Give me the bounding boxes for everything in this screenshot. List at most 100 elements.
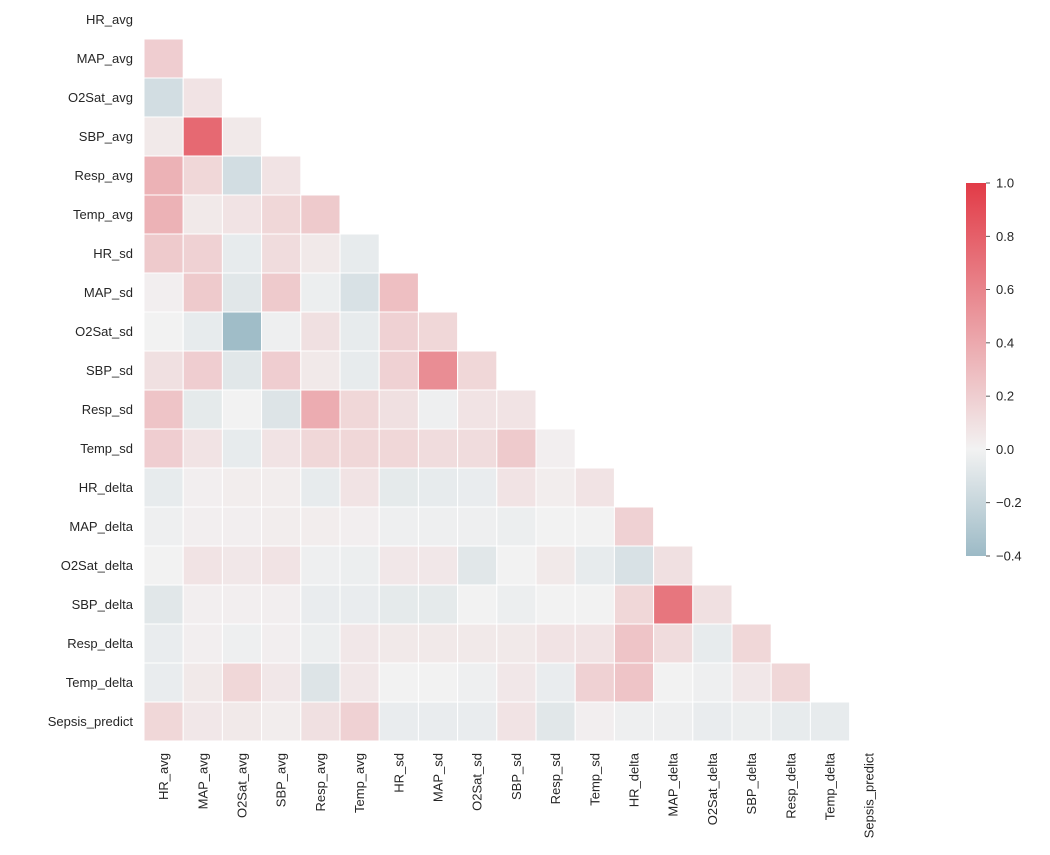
x-tick-label: MAP_sd	[431, 753, 446, 802]
heatmap-cell-Temp_delta-Temp_sd	[574, 662, 615, 703]
x-tick-label: Resp_delta	[783, 752, 798, 819]
colorbar-tick-label: −0.2	[996, 495, 1022, 510]
heatmap-cell-HR_delta-O2Sat_sd	[457, 467, 498, 508]
heatmap-cell-Resp_delta-HR_sd	[378, 623, 419, 664]
heatmap-cell-Resp_delta-SBP_delta	[731, 623, 772, 664]
heatmap-cell-Resp_avg-HR_avg	[143, 155, 184, 196]
heatmap-cell-HR_sd-SBP_avg	[261, 233, 302, 274]
heatmap-cell-HR_delta-Resp_avg	[300, 467, 341, 508]
x-tick-label: SBP_avg	[274, 753, 289, 807]
heatmap-cell-Resp_delta-SBP_avg	[261, 623, 302, 664]
heatmap-cell-Temp_sd-Resp_sd	[535, 428, 576, 469]
heatmap-cell-Temp_delta-SBP_delta	[731, 662, 772, 703]
heatmap-cell-MAP_delta-Temp_sd	[574, 506, 615, 547]
y-tick-label: Temp_sd	[80, 441, 133, 456]
heatmap-cell-Temp_delta-Resp_avg	[300, 662, 341, 703]
heatmap-cell-SBP_sd-HR_sd	[378, 350, 419, 391]
heatmap-cell-Temp_avg-MAP_avg	[182, 194, 223, 235]
heatmap-cell-Resp_delta-SBP_sd	[496, 623, 537, 664]
heatmap-cell-Temp_sd-Temp_avg	[339, 428, 380, 469]
heatmap-cell-Temp_sd-SBP_avg	[261, 428, 302, 469]
heatmap-cell-Temp_avg-SBP_avg	[261, 194, 302, 235]
heatmap-cell-MAP_delta-HR_sd	[378, 506, 419, 547]
heatmap-cell-HR_sd-MAP_avg	[182, 233, 223, 274]
heatmap-cell-O2Sat_sd-HR_sd	[378, 311, 419, 352]
heatmap-cell-SBP_sd-Temp_avg	[339, 350, 380, 391]
heatmap-cell-MAP_sd-Temp_avg	[339, 272, 380, 313]
heatmap-cell-Resp_delta-MAP_avg	[182, 623, 223, 664]
heatmap-cell-Sepsis_predict-SBP_sd	[496, 701, 537, 742]
heatmap-cell-Temp_delta-HR_avg	[143, 662, 184, 703]
colorbar-gradient	[966, 183, 986, 556]
heatmap-cell-Temp_delta-MAP_avg	[182, 662, 223, 703]
y-tick-label: Temp_avg	[73, 207, 133, 222]
heatmap-cell-Resp_avg-O2Sat_avg	[221, 155, 263, 196]
heatmap-cell-Resp_delta-O2Sat_sd	[457, 623, 498, 664]
heatmap-cell-HR_sd-Temp_avg	[339, 233, 380, 274]
x-tick-label: Resp_sd	[548, 753, 563, 804]
x-tick-label: HR_avg	[156, 753, 171, 800]
heatmap-cell-Temp_avg-O2Sat_avg	[221, 194, 263, 235]
heatmap-cell-Sepsis_predict-MAP_avg	[182, 701, 223, 742]
heatmap-cell-Temp_sd-MAP_sd	[417, 428, 459, 469]
x-tick-label: MAP_delta	[666, 752, 681, 816]
heatmap-cell-Resp_delta-Resp_avg	[300, 623, 341, 664]
y-tick-label: Sepsis_predict	[48, 714, 134, 729]
heatmap-cell-Resp_sd-MAP_sd	[417, 389, 459, 430]
heatmap-cell-O2Sat_sd-O2Sat_avg	[221, 311, 263, 352]
heatmap-cell-SBP_delta-O2Sat_sd	[457, 584, 498, 625]
heatmap-cell-Resp_avg-MAP_avg	[182, 155, 223, 196]
heatmap-cell-HR_delta-Temp_avg	[339, 467, 380, 508]
y-tick-label: Resp_sd	[82, 402, 133, 417]
heatmap-cell-Resp_delta-HR_delta	[613, 623, 655, 664]
heatmap-cell-SBP_delta-Temp_sd	[574, 584, 615, 625]
heatmap-cell-Resp_sd-HR_sd	[378, 389, 419, 430]
heatmap-cell-SBP_sd-O2Sat_sd	[457, 350, 498, 391]
heatmap-cell-Temp_delta-Resp_sd	[535, 662, 576, 703]
heatmap-cell-Resp_sd-O2Sat_sd	[457, 389, 498, 430]
x-tick-label: O2Sat_sd	[470, 753, 485, 811]
heatmap-cell-SBP_delta-HR_avg	[143, 584, 184, 625]
heatmap-cell-SBP_sd-O2Sat_avg	[221, 350, 263, 391]
heatmap-cell-SBP_sd-MAP_sd	[417, 350, 459, 391]
heatmap-cell-Sepsis_predict-Resp_avg	[300, 701, 341, 742]
heatmap-cell-Sepsis_predict-O2Sat_sd	[457, 701, 498, 742]
x-tick-label: SBP_sd	[509, 753, 524, 800]
heatmap-cell-Sepsis_predict-O2Sat_avg	[221, 701, 263, 742]
y-tick-labels: HR_avg MAP_avg O2Sat_avg SBP_avg Resp_avg Tem…	[48, 12, 134, 729]
x-tick-label: MAP_avg	[195, 753, 210, 809]
heatmap-cell-SBP_delta-SBP_sd	[496, 584, 537, 625]
heatmap-cell-SBP_delta-O2Sat_avg	[221, 584, 263, 625]
heatmap-cell-O2Sat_delta-Resp_sd	[535, 545, 576, 586]
heatmap-cell-O2Sat_avg-HR_avg	[143, 77, 184, 118]
heatmap-cell-O2Sat_delta-O2Sat_avg	[221, 545, 263, 586]
colorbar-tick-label: 0.6	[996, 282, 1014, 297]
heatmap-cell-O2Sat_sd-Resp_avg	[300, 311, 341, 352]
y-tick-label: O2Sat_delta	[61, 558, 134, 573]
heatmap-cell-SBP_sd-HR_avg	[143, 350, 184, 391]
heatmap-cell-O2Sat_sd-MAP_avg	[182, 311, 223, 352]
y-tick-label: MAP_sd	[84, 285, 133, 300]
heatmap-cell-SBP_delta-Resp_avg	[300, 584, 341, 625]
heatmap-cell-Temp_delta-SBP_sd	[496, 662, 537, 703]
heatmap-cell-HR_delta-SBP_avg	[261, 467, 302, 508]
heatmap-cell-Temp_delta-HR_sd	[378, 662, 419, 703]
heatmap-cell-MAP_delta-SBP_avg	[261, 506, 302, 547]
heatmap-cell-MAP_sd-O2Sat_avg	[221, 272, 263, 313]
heatmap-cell-Sepsis_predict-Temp_delta	[809, 701, 851, 742]
heatmap-cell-MAP_delta-MAP_sd	[417, 506, 459, 547]
heatmap-cell-MAP_delta-Temp_avg	[339, 506, 380, 547]
heatmap-cell-Resp_sd-MAP_avg	[182, 389, 223, 430]
heatmap-cell-Temp_sd-HR_sd	[378, 428, 419, 469]
heatmap-cell-MAP_sd-HR_avg	[143, 272, 184, 313]
heatmap-cell-Temp_sd-Resp_avg	[300, 428, 341, 469]
heatmap-cell-Resp_delta-O2Sat_avg	[221, 623, 263, 664]
x-tick-labels: HR_avg MAP_avg O2Sat_avg SBP_avg Resp_avg Tem…	[156, 752, 877, 838]
heatmap-cell-Sepsis_predict-MAP_delta	[653, 701, 694, 742]
heatmap-cell-Resp_delta-Temp_sd	[574, 623, 615, 664]
heatmap-cells	[143, 38, 851, 742]
y-tick-label: HR_avg	[86, 12, 133, 27]
y-tick-label: HR_sd	[93, 246, 133, 261]
y-tick-label: Resp_avg	[74, 168, 133, 183]
x-tick-label: Sepsis_predict	[862, 753, 877, 839]
